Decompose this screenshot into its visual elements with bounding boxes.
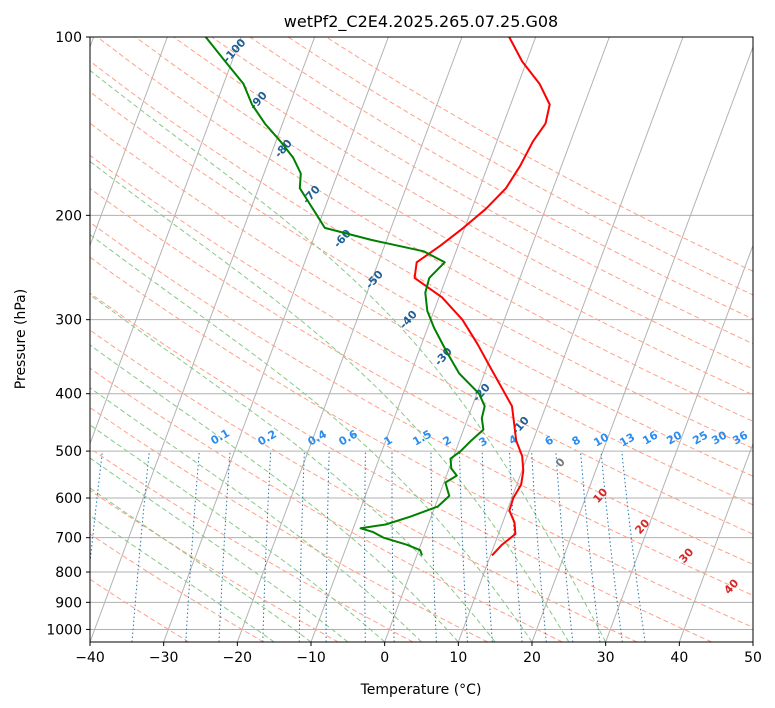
thermo-background xyxy=(90,37,753,642)
sounding-profiles xyxy=(204,37,551,557)
mixing-ratio-line xyxy=(531,451,547,642)
y-tick-label: 1000 xyxy=(46,622,82,638)
y-tick-label: 500 xyxy=(55,444,82,460)
isotherm xyxy=(384,37,610,642)
x-tick-label: 10 xyxy=(449,650,467,666)
dry-adiabat xyxy=(90,292,712,642)
x-tick-label: −20 xyxy=(223,650,253,666)
y-axis-label: Pressure (hPa) xyxy=(13,289,29,389)
x-tick-label: −40 xyxy=(75,650,105,666)
dry-adiabat xyxy=(211,37,753,345)
mixing-ratio-line xyxy=(621,451,646,642)
moist-adiabat xyxy=(90,515,275,642)
y-tick-label: 400 xyxy=(55,387,82,403)
moist-adiabat xyxy=(90,344,459,642)
dewpoint-profile-line xyxy=(204,37,486,556)
mixing-ratio-line xyxy=(600,451,623,642)
plot-frame xyxy=(89,36,754,643)
x-tick-label: 50 xyxy=(744,650,762,666)
dry-adiabat xyxy=(287,37,753,296)
x-tick-label: 0 xyxy=(380,650,389,666)
dry-adiabat xyxy=(249,37,753,320)
moist-adiabat xyxy=(90,160,570,642)
x-tick-label: 40 xyxy=(670,650,688,666)
isotherm xyxy=(90,37,242,446)
y-tick-label: 700 xyxy=(55,531,82,547)
y-tick-label: 800 xyxy=(55,565,82,581)
isotherm xyxy=(531,45,753,642)
dry-adiabat xyxy=(90,533,264,642)
moist-adiabat xyxy=(90,234,533,642)
dry-adiabat xyxy=(90,60,753,450)
moist-adiabat xyxy=(90,457,349,642)
isotherm xyxy=(163,37,389,642)
x-axis-label: Temperature (°C) xyxy=(360,682,482,698)
mixing-ratio-line xyxy=(580,451,601,642)
temperature-profile-line xyxy=(413,37,551,557)
dry-adiabat xyxy=(90,256,753,628)
isotherm xyxy=(678,442,753,642)
y-tick-label: 900 xyxy=(55,595,82,611)
dry-adiabat xyxy=(90,447,414,642)
x-tick-label: 20 xyxy=(523,650,541,666)
chart-title: wetPf2_C2E4.2025.265.07.25.G08 xyxy=(284,12,558,32)
x-tick-label: −30 xyxy=(149,650,179,666)
mixing-ratio-line xyxy=(131,451,150,642)
y-tick-label: 300 xyxy=(55,313,82,329)
mixing-ratio-line xyxy=(555,451,574,642)
dry-adiabat xyxy=(90,221,753,597)
isotherm xyxy=(236,37,463,642)
dry-adiabat xyxy=(90,122,753,506)
x-tick-label: −10 xyxy=(296,650,326,666)
y-tick-label: 600 xyxy=(55,491,82,507)
dry-adiabat xyxy=(90,406,488,642)
isotherm xyxy=(90,37,168,247)
isotherm xyxy=(457,37,684,642)
isotherm xyxy=(605,243,753,642)
mixing-ratio-line xyxy=(90,451,103,568)
y-tick-label: 200 xyxy=(55,208,82,224)
axes: −40 −30 −20 −10 0 10 20 30 40 50 100 200 300 400 500 60… xyxy=(46,30,762,666)
y-tick-label: 100 xyxy=(55,30,82,46)
dry-adiabat xyxy=(173,37,753,370)
dry-adiabat xyxy=(90,91,753,477)
x-tick-label: 30 xyxy=(597,650,615,666)
moist-adiabat xyxy=(90,424,386,642)
dry-adiabat xyxy=(90,187,753,565)
dry-adiabat xyxy=(90,329,638,642)
pressure-grid xyxy=(90,37,753,630)
